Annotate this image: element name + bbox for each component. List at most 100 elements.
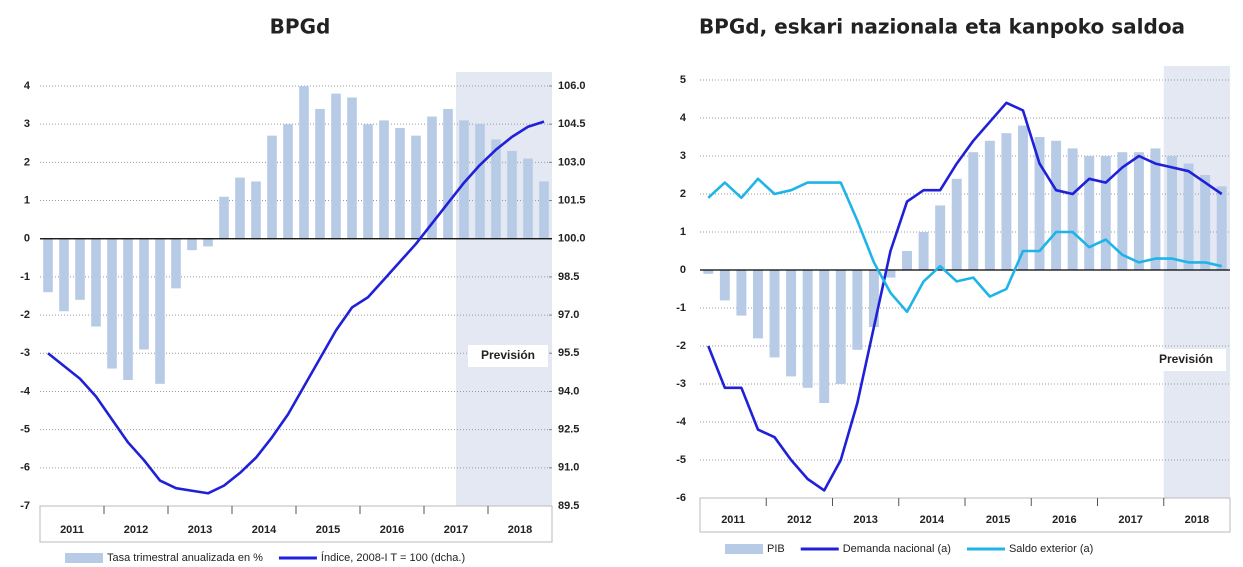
x-tick-label: 2016 [1052,514,1076,526]
bar [459,120,469,239]
y2-tick-label: 94.0 [558,385,579,397]
bar [107,238,117,369]
y-tick-label: 3 [24,118,30,130]
x-tick-label: 2012 [787,514,811,526]
legend-label: Tasa trimestral anualizada en % [107,552,263,564]
x-tick-label: 2014 [252,524,277,536]
bar [951,178,962,270]
y-tick-label: 4 [24,80,31,92]
bar [819,270,830,403]
annotation: Previsión [1159,352,1213,366]
line [707,101,1223,492]
bar [539,181,549,239]
y-tick-label: -1 [676,302,686,314]
legend-label: Índice, 2008-I T = 100 (dcha.) [321,551,465,564]
y-tick-label: 0 [680,264,686,276]
bar [802,270,813,388]
y-tick-label: 2 [680,188,686,200]
bar [363,124,373,239]
y2-tick-label: 97.0 [558,309,579,321]
bar [868,270,879,327]
bar [139,238,149,350]
bar [1084,156,1095,270]
bar [1167,156,1177,270]
legend-label: PIB [767,543,785,555]
legend-swatch [65,553,103,563]
bar [155,238,165,384]
y-tick-label: -3 [20,347,30,359]
bar [1100,156,1111,270]
bar [1200,175,1211,270]
y-tick-label: 5 [680,74,686,86]
annotation-box [468,345,548,367]
bar [395,128,405,239]
chart-title: BPGd [270,15,331,39]
x-tick-label: 2018 [508,524,532,536]
y2-tick-label: 104.5 [558,118,586,130]
legend-label: Saldo exterior (a) [1009,543,1093,555]
y-tick-label: -6 [676,492,686,504]
x-tick-label: 2015 [986,514,1010,526]
bar [1067,148,1078,270]
bar [885,270,896,278]
y-tick-label: 0 [24,233,30,245]
y-tick-label: -7 [20,500,30,512]
bar [59,238,69,312]
bar [902,251,912,270]
bar [1183,163,1194,270]
bar [299,86,309,239]
x-tick-label: 2012 [124,524,148,536]
y-tick-label: -4 [20,385,31,397]
bar [91,238,101,327]
y2-tick-label: 92.5 [558,424,579,436]
forecast-area [456,72,552,506]
bar [1034,137,1045,270]
y-tick-label: -6 [20,462,30,474]
bar [1051,140,1062,270]
bar [219,196,229,239]
x-tick-label: 2013 [853,514,877,526]
y2-tick-label: 98.5 [558,271,579,283]
y-tick-label: 2 [24,156,30,168]
bar [719,270,730,301]
bar [267,135,277,239]
bar [331,93,341,239]
bar [935,205,946,270]
bar [235,177,245,239]
legend-swatch [725,544,763,554]
y-tick-label: 4 [680,112,687,124]
x-tick-label: 2016 [380,524,404,536]
forecast-area [1163,66,1230,498]
y-tick-label: -1 [20,271,30,283]
x-tick-label: 2018 [1185,514,1209,526]
bar [523,158,533,239]
bar [753,270,763,339]
bar [968,152,979,270]
bar [852,270,863,350]
y2-tick-label: 100.0 [558,233,586,245]
y2-tick-label: 91.0 [558,462,579,474]
x-tick-label: 2011 [60,524,84,536]
bar [187,238,197,251]
y2-tick-label: 89.5 [558,500,579,512]
y-tick-label: -5 [676,454,686,466]
bar [835,270,846,384]
x-tick-label: 2017 [1118,514,1142,526]
y2-tick-label: 95.5 [558,347,579,359]
y-tick-label: -2 [20,309,30,321]
bar [347,97,357,239]
bar [703,270,714,274]
legend-label: Demanda nacional (a) [843,543,951,555]
x-tick-label: 2011 [721,514,745,526]
bar [123,238,133,380]
y-tick-label: -3 [676,378,686,390]
bar [443,108,453,239]
bar [491,139,501,239]
bar [475,124,485,239]
annotation-box [1146,349,1226,371]
bar [411,135,421,239]
line [47,120,545,495]
chart-title: BPGd, eskari nazionala eta kanpoko saldo… [699,15,1185,39]
annotation: Previsión [481,348,535,362]
